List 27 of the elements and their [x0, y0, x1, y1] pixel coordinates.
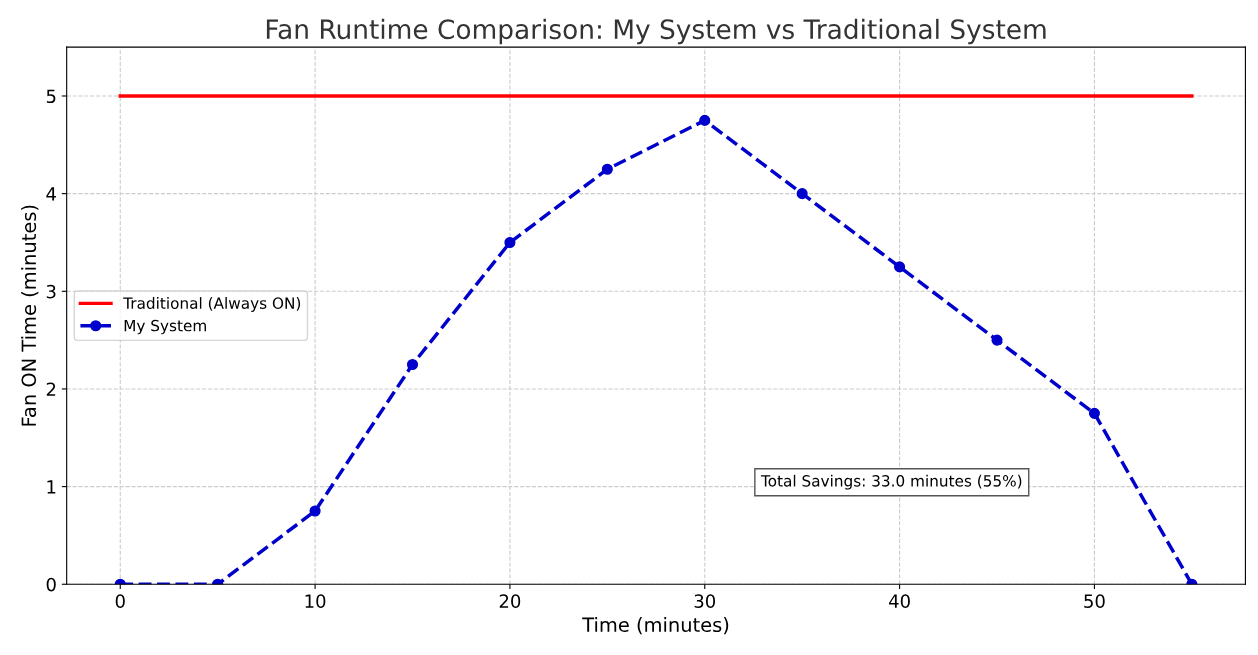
point	[406, 358, 419, 371]
y-tick-label: 3	[46, 284, 56, 299]
y-tick-label: 2	[46, 382, 56, 396]
point	[796, 188, 808, 200]
point	[699, 114, 711, 126]
annotation: Total Savings: 33.0 minutes (55%)	[760, 474, 1022, 490]
point	[1088, 407, 1100, 419]
point	[504, 236, 516, 249]
legend-label: My System	[124, 319, 206, 335]
chart-title: Fan Runtime Comparison: My System vs Traditional System	[266, 18, 1046, 45]
x-tick-label: 10	[305, 594, 326, 608]
legend-label: Traditional (Always ON)	[123, 297, 301, 312]
x-tick-label: 20	[499, 594, 521, 608]
y-tick-label: 0	[46, 577, 56, 592]
y-tick-label: 1	[47, 480, 56, 494]
x-axis-title: Time (minutes)	[582, 617, 729, 635]
y-tick-label: 4	[46, 187, 56, 201]
x-tick-label: 0	[115, 594, 125, 608]
point	[601, 163, 613, 175]
point	[894, 261, 906, 273]
x-tick-label: 40	[888, 594, 910, 608]
y-axis-title: Fan ON Time (minutes)	[21, 205, 39, 426]
x-tick-label: 50	[1084, 594, 1105, 608]
x-tick-label: 30	[694, 594, 716, 608]
point	[991, 334, 1003, 346]
y-tick-label: 5	[46, 89, 56, 104]
point	[309, 505, 321, 517]
